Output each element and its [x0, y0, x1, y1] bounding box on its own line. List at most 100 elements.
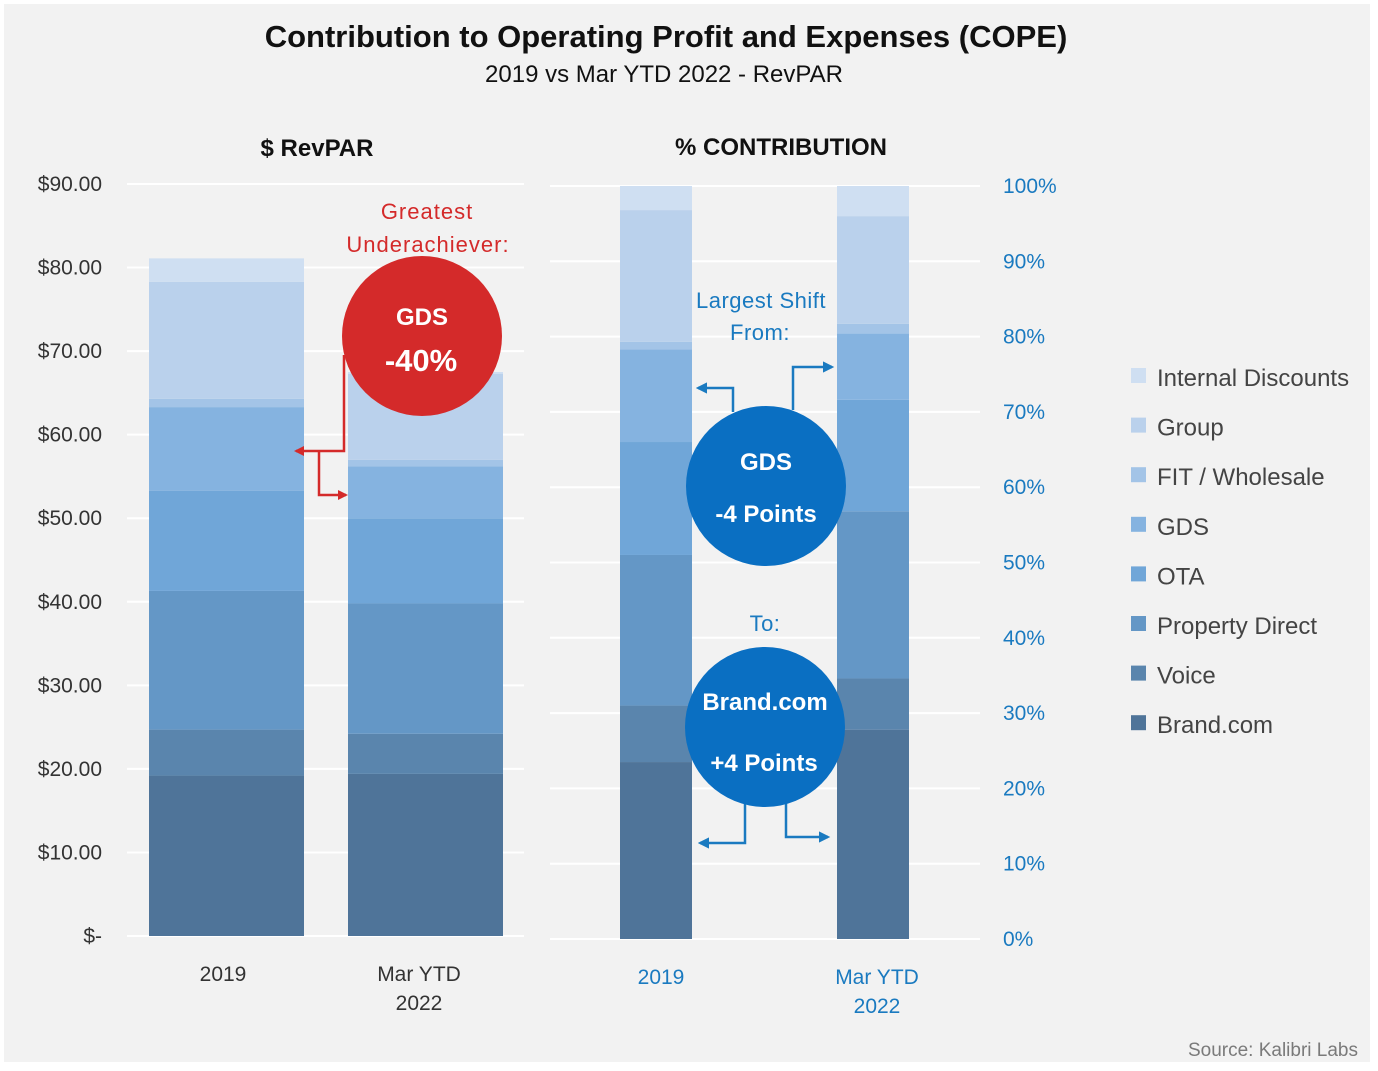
- contribution-y-axis: 0% 10% 20% 30% 40% 50% 60% 70% 80% 90% 100%: [1003, 175, 1057, 951]
- contribution-y-tick-label: 30%: [1003, 702, 1045, 725]
- contribution-y-tick-label: 80%: [1003, 326, 1045, 349]
- contribution-bar-mar-ytd-2022-property-direct: [837, 511, 909, 679]
- contribution-x-axis: 2019 Mar YTD 2022: [638, 966, 919, 1018]
- underachiever-note-line2: Underachiever:: [346, 232, 509, 257]
- chart-title: Contribution to Operating Profit and Exp…: [265, 19, 1068, 54]
- legend: Internal Discounts Group FIT / Wholesale GD…: [1131, 365, 1349, 739]
- revpar-bar-2019-ota: [149, 490, 304, 591]
- revpar-bar-mar-ytd-2022-gds: [348, 466, 503, 519]
- legend-label-property-direct: Property Direct: [1157, 613, 1317, 640]
- revpar-panel-title: $ RevPAR: [261, 135, 374, 162]
- contribution-bar-mar-ytd-2022-brand-com: [837, 729, 909, 939]
- shift-from-note-line2: From:: [730, 320, 790, 345]
- revpar-y-axis: $- $10.00 $20.00 $30.00 $40.00 $50.00 $60.00 $7…: [38, 173, 102, 948]
- revpar-y-tick-label: $20.00: [38, 758, 102, 781]
- revpar-bar-mar-ytd-2022-property-direct: [348, 603, 503, 734]
- revpar-y-tick-label: $90.00: [38, 173, 102, 196]
- contribution-bar-2019-gds: [620, 349, 692, 443]
- revpar-x-tick-label: Mar YTD: [377, 963, 461, 986]
- gds-shift-bubble: [686, 406, 846, 566]
- legend-label-ota: OTA: [1157, 563, 1205, 590]
- contribution-bar-2019-group: [620, 210, 692, 342]
- revpar-x-tick-label: 2022: [396, 992, 443, 1015]
- revpar-x-tick-label: 2019: [200, 963, 247, 986]
- gds-shift-bubble-label: GDS: [740, 449, 792, 476]
- gds-decline-bubble-label: GDS: [396, 304, 448, 331]
- source-note: Source: Kalibri Labs: [1188, 1040, 1358, 1061]
- legend-label-voice: Voice: [1157, 663, 1216, 690]
- contribution-y-tick-label: 70%: [1003, 401, 1045, 424]
- legend-swatch-ota: [1131, 566, 1146, 582]
- contribution-bar-mar-ytd-2022-fit-wholesale: [837, 323, 909, 334]
- contribution-y-tick-label: 10%: [1003, 853, 1045, 876]
- contribution-bar-2019-voice: [620, 705, 692, 763]
- legend-label-internal-discounts: Internal Discounts: [1157, 365, 1349, 392]
- revpar-bar-mar-ytd-2022-ota: [348, 518, 503, 604]
- legend-swatch-group: [1131, 417, 1146, 433]
- contribution-y-tick-label: 20%: [1003, 777, 1045, 800]
- legend-swatch-brand-com: [1131, 715, 1146, 731]
- contribution-y-tick-label: 90%: [1003, 250, 1045, 273]
- legend-swatch-property-direct: [1131, 616, 1146, 631]
- revpar-y-tick-label: $10.00: [38, 841, 102, 864]
- revpar-bar-mar-ytd-2022-brand-com: [348, 773, 503, 936]
- shift-from-note-line1: Largest Shift: [696, 288, 826, 313]
- contribution-bar-mar-ytd-2022-internal-discounts: [837, 186, 909, 217]
- legend-swatch-voice: [1131, 665, 1146, 681]
- revpar-bar-2019-internal-discounts: [149, 258, 304, 282]
- underachiever-note-line1: Greatest: [381, 199, 473, 224]
- contribution-bar-2019-brand-com: [620, 762, 692, 939]
- revpar-y-tick-label: $80.00: [38, 257, 102, 280]
- contribution-panel-title: % CONTRIBUTION: [675, 134, 887, 161]
- revpar-y-tick-label: $70.00: [38, 340, 102, 363]
- contribution-bar-2019-ota: [620, 442, 692, 555]
- blue-arrow-to-2019: [697, 800, 747, 849]
- legend-label-gds: GDS: [1157, 514, 1209, 541]
- contribution-x-tick-label: 2019: [638, 966, 685, 989]
- contribution-y-tick-label: 50%: [1003, 552, 1045, 575]
- revpar-bar-2019-fit-wholesale: [149, 398, 304, 408]
- contribution-y-tick-label: 40%: [1003, 627, 1045, 650]
- revpar-bar-2019-voice: [149, 729, 304, 776]
- contribution-y-tick-label: 0%: [1003, 928, 1033, 951]
- contribution-bar-2019-internal-discounts: [620, 186, 692, 211]
- revpar-bar-2019-group: [149, 281, 304, 399]
- brandcom-shift-bubble-value: +4 Points: [710, 750, 817, 777]
- revpar-bar-2019-brand-com: [149, 775, 304, 936]
- revpar-bar-mar-ytd-2022-fit-wholesale: [348, 459, 503, 467]
- legend-swatch-fit-wholesale: [1131, 467, 1146, 483]
- revpar-y-tick-label: $30.00: [38, 674, 102, 697]
- legend-label-fit-wholesale: FIT / Wholesale: [1157, 464, 1325, 491]
- contribution-y-tick-label: 100%: [1003, 175, 1057, 198]
- revpar-bar-mar-ytd-2022-voice: [348, 733, 503, 774]
- contribution-bar-mar-ytd-2022-voice: [837, 678, 909, 730]
- revpar-y-tick-label: $50.00: [38, 507, 102, 530]
- chart-subtitle: 2019 vs Mar YTD 2022 - RevPAR: [485, 61, 843, 88]
- red-arrow-to-2019: [294, 355, 346, 456]
- contribution-bar-mar-ytd-2022-ota: [837, 399, 909, 512]
- contribution-y-tick-label: 60%: [1003, 476, 1045, 499]
- revpar-y-tick-label: $40.00: [38, 591, 102, 614]
- revpar-y-tick-label: $60.00: [38, 424, 102, 447]
- revpar-bars: [149, 258, 503, 936]
- legend-swatch-internal-discounts: [1131, 368, 1146, 383]
- revpar-y-tick-label: $-: [83, 925, 102, 948]
- contribution-bar-2019-fit-wholesale: [620, 341, 692, 350]
- contribution-bar-mar-ytd-2022-group: [837, 216, 909, 324]
- revpar-bar-2019-property-direct: [149, 590, 304, 730]
- contribution-x-tick-label: 2022: [854, 995, 901, 1018]
- brandcom-shift-bubble: [685, 647, 845, 807]
- contribution-bar-mar-ytd-2022-gds: [837, 333, 909, 400]
- contribution-bar-2019-property-direct: [620, 554, 692, 706]
- legend-label-group: Group: [1157, 415, 1224, 442]
- revpar-x-axis: 2019 Mar YTD 2022: [200, 963, 461, 1015]
- blue-arrow-from-2019: [695, 382, 735, 412]
- gds-decline-bubble-value: -40%: [385, 343, 457, 378]
- revpar-bar-2019-gds: [149, 407, 304, 491]
- gds-shift-bubble-value: -4 Points: [715, 501, 816, 528]
- shift-to-note: To:: [750, 611, 781, 636]
- contribution-bars: [620, 186, 909, 939]
- legend-swatch-gds: [1131, 516, 1146, 532]
- legend-label-brand-com: Brand.com: [1157, 712, 1273, 739]
